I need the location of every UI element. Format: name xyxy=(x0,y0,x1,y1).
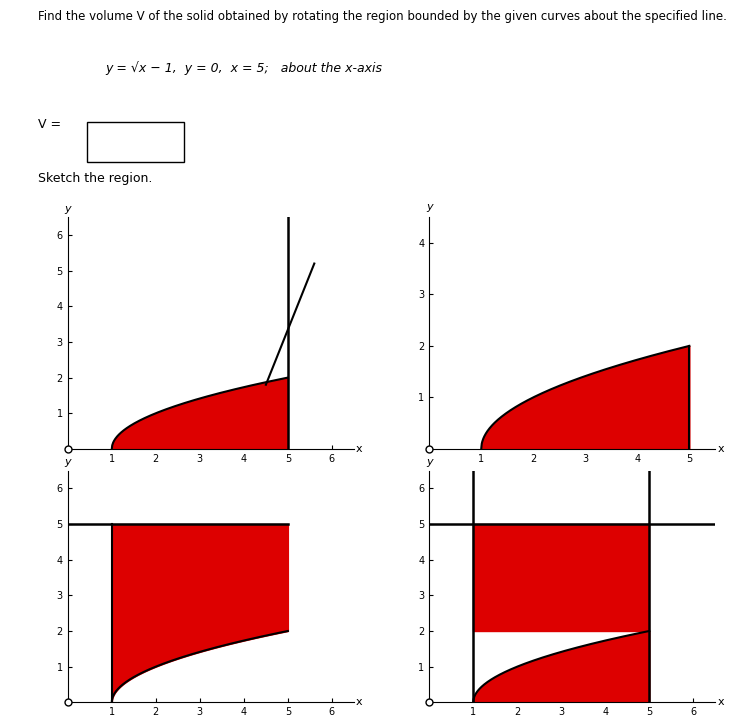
Text: y: y xyxy=(426,202,432,212)
Text: x: x xyxy=(356,444,363,454)
Text: y: y xyxy=(65,457,71,467)
Text: x: x xyxy=(718,697,724,707)
Text: x: x xyxy=(356,697,363,707)
Text: x: x xyxy=(718,444,724,454)
Text: V =: V = xyxy=(38,117,61,130)
Text: Find the volume V of the solid obtained by rotating the region bounded by the gi: Find the volume V of the solid obtained … xyxy=(38,10,727,23)
Text: y: y xyxy=(65,203,71,214)
Text: y = √x − 1,  y = 0,  x = 5;   about the x-axis: y = √x − 1, y = 0, x = 5; about the x-ax… xyxy=(105,61,383,75)
FancyBboxPatch shape xyxy=(87,122,184,162)
Text: y: y xyxy=(426,457,432,467)
Text: Sketch the region.: Sketch the region. xyxy=(38,172,152,185)
